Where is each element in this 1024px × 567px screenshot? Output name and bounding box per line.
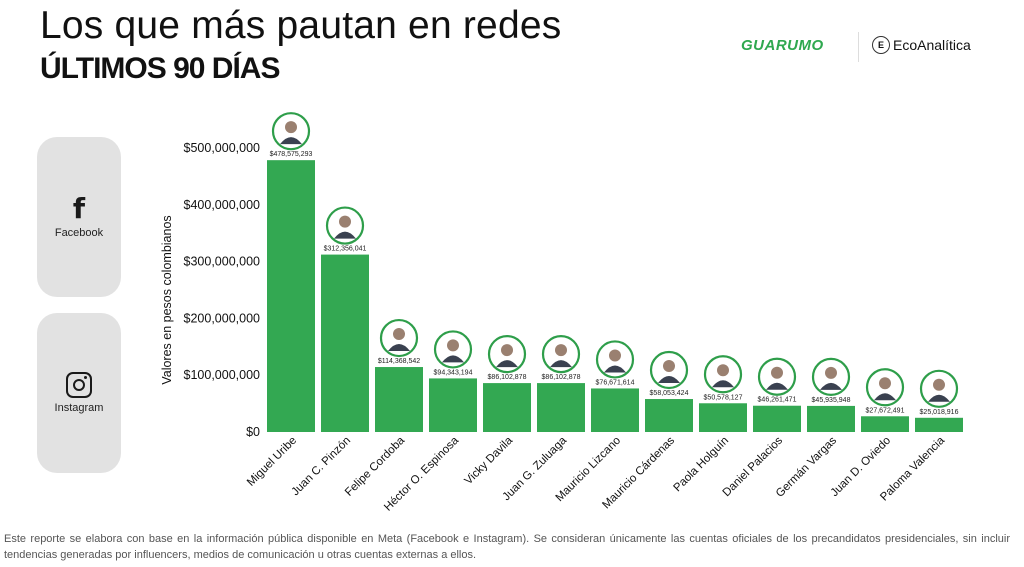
bar <box>267 160 315 432</box>
y-tick-label: $200,000,000 <box>184 311 261 325</box>
ecoanalitica-logo: E EcoAnalítica <box>872 36 971 54</box>
bar <box>321 254 369 432</box>
avatar-head <box>771 366 783 379</box>
bar <box>861 416 909 432</box>
data-label: $86,102,878 <box>542 374 581 381</box>
data-label: $27,672,491 <box>866 407 905 414</box>
avatar-head <box>825 366 837 379</box>
avatar-body <box>658 376 680 384</box>
avatar-body <box>496 360 518 368</box>
data-label: $25,018,916 <box>920 409 959 416</box>
avatar-head <box>393 328 405 341</box>
y-tick-label: $400,000,000 <box>184 198 261 212</box>
avatar-body <box>604 365 626 373</box>
avatar-head <box>447 339 459 352</box>
y-tick-label: $300,000,000 <box>184 255 261 269</box>
x-tick-label: Miguel Uribe <box>245 435 299 489</box>
data-label: $94,343,194 <box>434 369 473 376</box>
bar <box>645 399 693 432</box>
avatar-body <box>280 137 302 145</box>
data-label: $50,578,127 <box>704 394 743 401</box>
facebook-icon: f <box>72 192 86 225</box>
data-label: $86,102,878 <box>488 374 527 381</box>
facebook-label: Facebook <box>54 227 104 239</box>
avatar-body <box>766 382 788 390</box>
brand-divider <box>858 32 859 62</box>
avatar-body <box>712 380 734 388</box>
page-subtitle: ÚLTIMOS 90 DÍAS <box>40 52 280 85</box>
x-tick-label: Paola Holguín <box>672 435 732 495</box>
facebook-card: f Facebook <box>37 137 121 297</box>
avatar-body <box>874 393 896 401</box>
bar <box>429 378 477 432</box>
avatar-head <box>285 121 297 134</box>
instagram-label: Instagram <box>54 402 104 414</box>
y-tick-label: $100,000,000 <box>184 368 261 382</box>
bar-chart: $0 $100,000,000 $200,000,000 $300,000,000 $4… <box>160 112 963 514</box>
data-label: $76,671,614 <box>596 379 635 386</box>
data-label: $46,261,471 <box>758 397 797 404</box>
bar <box>753 405 801 432</box>
data-label: $478,575,293 <box>270 151 313 158</box>
bar <box>537 383 585 432</box>
x-tick-label: Vicky Davila <box>462 434 515 487</box>
bar <box>483 383 531 432</box>
avatar-body <box>550 360 572 368</box>
y-tick-label: $500,000,000 <box>184 141 261 155</box>
avatar-body <box>928 394 950 402</box>
ecoanalitica-icon: E <box>872 36 890 54</box>
y-tick-label: $0 <box>246 425 260 439</box>
data-label: $58,053,424 <box>650 390 689 397</box>
footer-note: Este reporte se elabora con base en la i… <box>4 533 1010 561</box>
avatar-body <box>388 344 410 352</box>
avatar-head <box>339 215 351 228</box>
guarumo-logo: GUARUMO <box>741 37 824 54</box>
avatar-head <box>609 349 621 362</box>
data-label: $45,935,948 <box>812 397 851 404</box>
data-label: $114,368,542 <box>378 358 420 365</box>
bar <box>591 388 639 432</box>
instagram-card: Instagram <box>37 313 121 473</box>
data-label: $312,356,041 <box>324 246 367 253</box>
page-title: Los que más pautan en redes <box>40 4 562 47</box>
y-axis-title: Valores en pesos colombianos <box>160 215 174 384</box>
bar <box>807 405 855 432</box>
avatar-head <box>501 344 513 357</box>
bar <box>699 403 747 432</box>
avatar-head <box>663 360 675 373</box>
bar <box>375 367 423 432</box>
ecoanalitica-label: EcoAnalítica <box>893 37 971 53</box>
avatar-body <box>334 231 356 239</box>
avatar-body <box>820 382 842 390</box>
instagram-icon <box>66 372 92 398</box>
avatar-body <box>442 355 464 363</box>
avatar-head <box>555 344 567 357</box>
avatar-head <box>717 364 729 377</box>
avatar-head <box>933 378 945 391</box>
bar <box>915 417 963 432</box>
avatar-head <box>879 377 891 390</box>
